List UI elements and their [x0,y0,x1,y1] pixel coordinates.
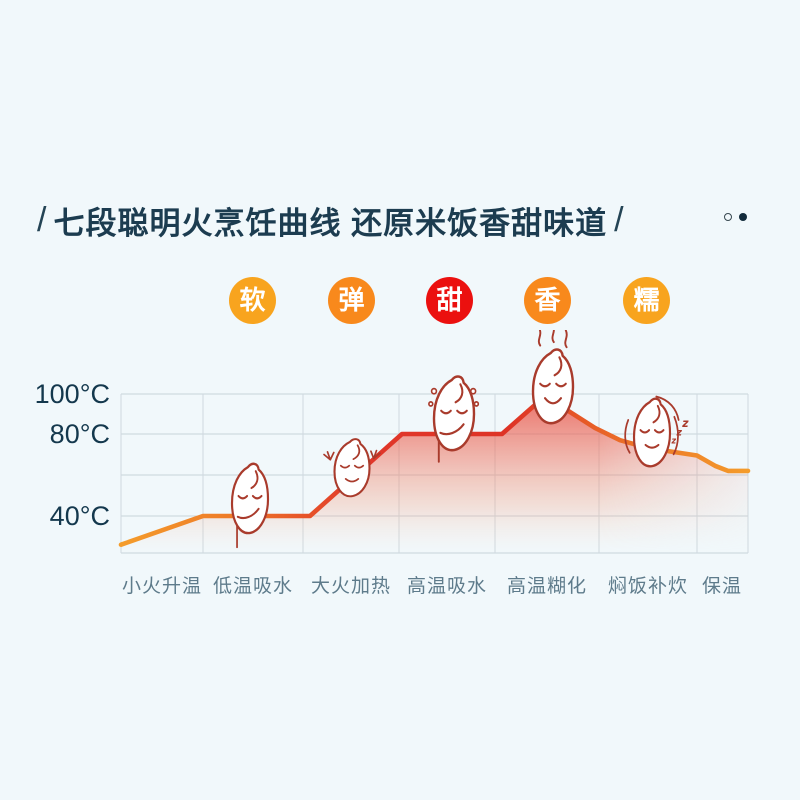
temperature-curve-line [118,393,751,547]
cooking-curve-chart: z z z [118,330,751,554]
stage-label-1: 小火升温 [121,576,203,597]
sleep-z-mark: z [681,417,689,431]
sleep-z-mark: z [670,435,676,445]
page-title: 七段聪明火烹饪曲线 还原米饭香甜味道 [53,206,608,241]
taste-badge-soft: 软 [229,277,276,324]
title-slash-right: / [614,201,624,239]
stage-label-7: 保温 [701,576,743,597]
y-tick-100c: 100°C [34,379,110,409]
title-row: / 七段聪明火烹饪曲线 还原米饭香甜味道 / [30,198,631,243]
rice-mascot-cheering-icon [323,438,381,498]
y-tick-40c: 40°C [49,501,110,531]
rice-mascot-soaking-icon [230,462,270,549]
rice-mascot-sleeping-icon: z z z [624,395,689,468]
stage-label-4: 高温吸水 [406,576,488,597]
taste-badge-springy: 弹 [328,277,375,324]
stage-label-3: 大火加热 [310,576,392,597]
rice-mascot-sweating-icon [428,375,480,463]
taste-badge-glutinous: 糯 [623,277,670,324]
pagination [724,213,747,221]
pagination-dot-active[interactable] [739,213,747,221]
stage-label-2: 低温吸水 [212,576,294,597]
taste-badge-fragrant: 香 [524,277,571,324]
stage-label-6: 焖饭补炊 [607,576,689,597]
temperature-curve-fill [121,396,748,553]
pagination-dot-inactive[interactable] [724,213,732,221]
y-tick-80c: 80°C [49,419,110,449]
rice-mascot-steaming-icon [531,330,575,425]
sleep-z-mark: z [676,427,683,438]
taste-badge-sweet: 甜 [426,277,473,324]
title-slash-left: / [37,201,47,239]
stage-label-5: 高温糊化 [506,576,588,597]
